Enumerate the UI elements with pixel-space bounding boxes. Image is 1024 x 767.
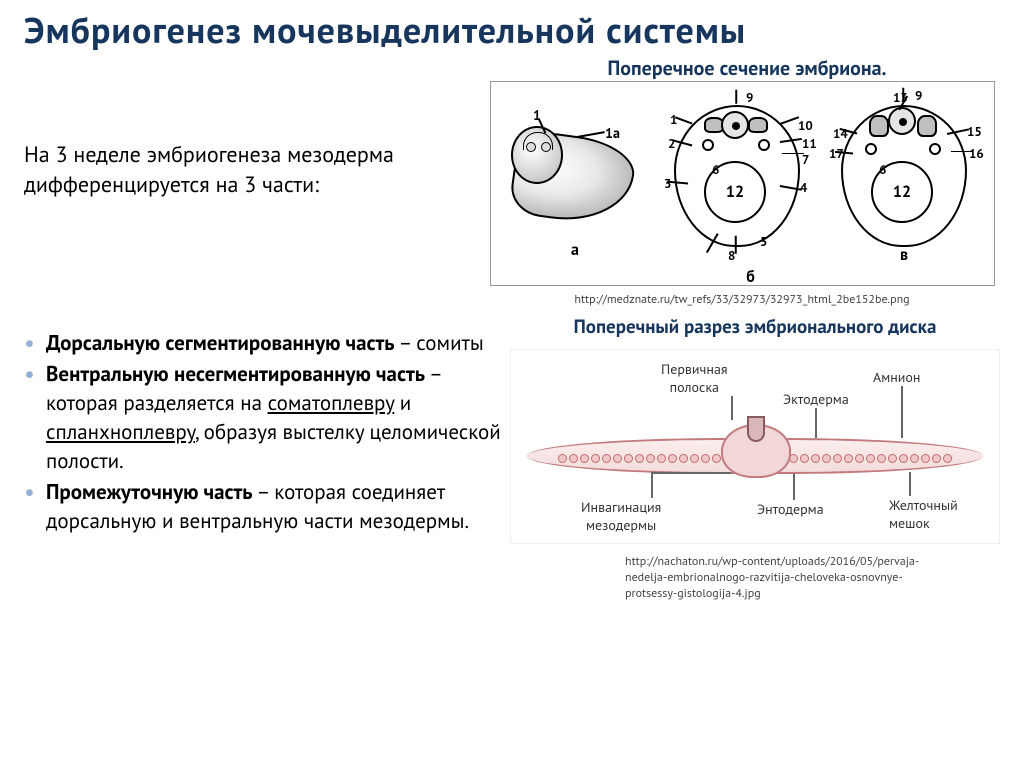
disc-source-url: http://nachaton.ru/wp-content/uploads/20…	[625, 554, 925, 603]
label-b-5: 5	[760, 233, 767, 250]
label-b-10: 10	[798, 117, 813, 134]
diagram1-panel-b: 12 1 2 3 4 5	[662, 93, 812, 263]
bullet-2-u1: соматоплевру	[268, 389, 395, 416]
disc-label-ectoderm: Эктодерма	[783, 390, 849, 408]
panel-letter-b: б	[746, 267, 755, 287]
diagram1-panel-a: 1 1а а	[505, 98, 645, 258]
label-c-6: 6	[879, 161, 886, 178]
diagram1-panel-c: 12 9 13 14 15 16 17 6 в	[829, 93, 979, 263]
label-c-16: 16	[969, 145, 984, 162]
panel-letter-a: а	[571, 240, 579, 260]
label-a-1a: 1а	[605, 124, 620, 142]
label-b-4: 4	[800, 179, 807, 196]
disc-label-invag: Инвагинация мезодермы	[581, 498, 661, 534]
bullet-2: Вентральную несегментированную часть – к…	[46, 360, 510, 476]
subtitle-cross-section: Поперечное сечение эмбриона.	[494, 55, 1000, 81]
bullet-2-bold: Вентральную несегментированную часть	[46, 360, 425, 387]
disc-label-entoderm: Энтодерма	[757, 500, 824, 518]
disc-label-primstreak: Первичная полоска	[661, 360, 728, 396]
diagram-cross-section: 1 1а а 1 2	[484, 81, 1000, 307]
label-c-17: 17	[829, 145, 844, 162]
disc-label-amnion: Амнион	[873, 368, 921, 386]
bullet-3-bold: Промежуточную часть	[46, 478, 253, 505]
label-b-7: 7	[802, 151, 809, 168]
diagram1-source-url: http://medznate.ru/tw_refs/33/32973/3297…	[490, 292, 995, 307]
bullet-1-rest: – сомиты	[395, 329, 484, 356]
top-row: На 3 неделе эмбриогенеза мезодерма диффе…	[24, 81, 1000, 307]
disc-diagram: Первичная полоска Амнион Эктодерма Инваг…	[510, 349, 1000, 544]
bullet-1: Дорсальную сегментированную часть – соми…	[46, 329, 510, 358]
label-c-15: 15	[967, 123, 982, 140]
disc-label-yolk: Желточный мешок	[889, 496, 958, 532]
panel-letter-c: в	[900, 245, 908, 265]
bullet-2-u2: спланхноплевру	[46, 418, 195, 445]
label-c-9: 9	[915, 87, 922, 104]
label-b-8: 8	[728, 247, 735, 264]
label-b-6: 6	[712, 161, 719, 178]
page-title: Эмбриогенез мочевыделительной системы	[24, 6, 1000, 53]
bullet-3: Промежуточную часть – которая соединяет …	[46, 478, 510, 536]
bullet-2-mid: и	[394, 389, 411, 416]
diagram1-box: 1 1а а 1 2	[490, 81, 995, 286]
disc-pit	[747, 416, 765, 442]
label-b-3: 3	[664, 175, 671, 192]
label-b-11: 11	[802, 135, 817, 152]
mid-row: Дорсальную сегментированную часть – соми…	[24, 315, 1000, 603]
label-b-2: 2	[668, 135, 675, 152]
intro-text: На 3 неделе эмбриогенеза мезодерма диффе…	[24, 81, 484, 200]
subtitle-disc: Поперечный разрез эмбрионального диска	[510, 315, 1000, 339]
embryo-head-shape	[511, 126, 563, 184]
label-c-14: 14	[833, 125, 848, 142]
disc-column: Поперечный разрез эмбрионального диска П…	[510, 315, 1000, 603]
bullets-column: Дорсальную сегментированную часть – соми…	[24, 315, 510, 603]
label-b-9: 9	[746, 89, 753, 106]
bullet-1-bold: Дорсальную сегментированную часть	[46, 329, 395, 356]
label-b-1: 1	[670, 111, 677, 128]
label-c-13: 13	[893, 89, 908, 106]
